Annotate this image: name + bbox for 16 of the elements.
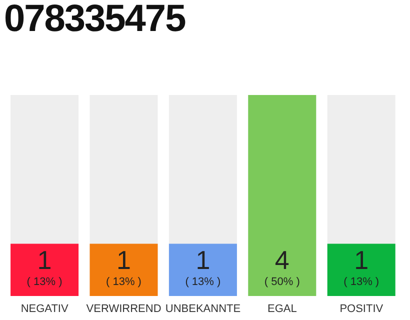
annotation: 1: [196, 245, 210, 275]
data-label: ( 13% ): [344, 276, 380, 288]
x-tick-label: EGAL: [268, 302, 297, 315]
data-label: ( 50% ): [264, 276, 300, 288]
chart-title: 078335475: [4, 0, 186, 41]
annotation: 1: [354, 245, 369, 275]
x-tick-label: NEGATIV: [20, 302, 69, 315]
x-tick-label: VERWIRREND: [86, 302, 162, 315]
annotation: 1: [37, 245, 52, 275]
data-label: ( 13% ): [185, 276, 221, 288]
x-tick-label: UNBEKANNTE: [165, 302, 241, 315]
x-tick-label: POSITIV: [340, 302, 384, 315]
data-label: ( 13% ): [26, 276, 62, 288]
annotation: 4: [274, 245, 290, 275]
annotation: 1: [116, 245, 131, 275]
data-label: ( 13% ): [106, 276, 142, 288]
